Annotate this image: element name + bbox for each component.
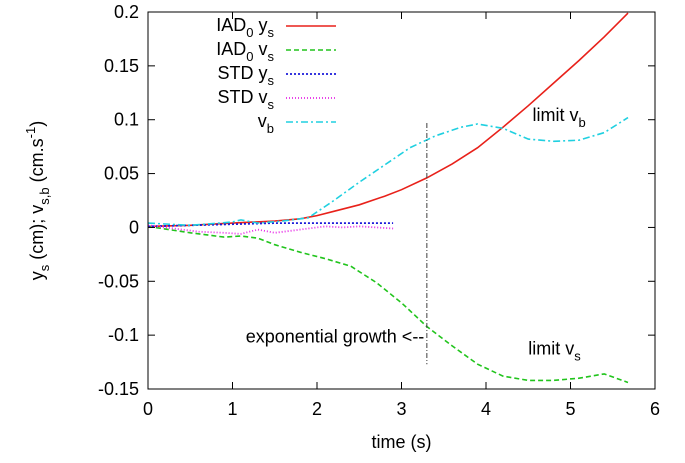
series-line (147, 225, 629, 384)
y-label-part4: ) (27, 121, 47, 127)
legend-entry: STD ys (217, 63, 336, 88)
legend-entry: vb (258, 111, 336, 136)
series-line (147, 116, 629, 227)
annotation-exp: exponential growth <-- (246, 327, 425, 347)
series-line (147, 12, 629, 228)
x-tick-label: 4 (481, 399, 491, 419)
y-label-part3: (cm.s (27, 138, 47, 187)
legend-label: STD vs (217, 87, 274, 112)
y-tick-label: 0.1 (114, 110, 139, 130)
y-tick-label: -0.05 (98, 271, 139, 291)
annotation-layer: exponential growth <-- limit vb limit vs (246, 105, 586, 364)
y-label-sub1: s (37, 264, 52, 271)
x-axis-label: time (s) (372, 432, 432, 452)
legend-label: IAD0 ys (216, 15, 274, 40)
tick-layer: 0 1 2 3 4 5 6 -0.15 -0.1 -0.05 0 0.05 0.1 0.15 0.2 (98, 2, 660, 419)
legend-entry: STD vs (217, 87, 336, 112)
y-label-sup: -1 (23, 127, 38, 139)
series-layer (147, 12, 629, 384)
x-tick-label: 0 (143, 399, 153, 419)
x-tick-label: 3 (396, 399, 406, 419)
x-tick-label: 6 (650, 399, 660, 419)
x-tick-label: 1 (227, 399, 237, 419)
series-line (147, 224, 394, 235)
y-tick-label: -0.15 (98, 379, 139, 399)
y-tick-label: 0.05 (104, 164, 139, 184)
annotation-vs: limit vs (528, 339, 581, 364)
y-label-sub2: s,b (37, 187, 52, 204)
y-tick-label: 0.15 (104, 56, 139, 76)
legend-label: IAD0 vs (216, 39, 274, 64)
x-tick-label: 5 (565, 399, 575, 419)
legend-label: STD ys (217, 63, 274, 88)
y-tick-label: 0.2 (114, 2, 139, 22)
y-tick-label: -0.1 (108, 325, 139, 345)
legend-label: vb (258, 111, 274, 136)
y-axis-label: ys (cm); vs,b (cm.s-1) (23, 121, 52, 280)
legend-entry: IAD0 ys (216, 15, 336, 40)
y-tick-label: 0 (129, 217, 139, 237)
x-tick-label: 2 (312, 399, 322, 419)
y-label-part2: (cm); v (27, 205, 47, 265)
y-label-part1: y (27, 271, 47, 280)
legend: IAD0 ys IAD0 vs STD ys STD vs vb (216, 15, 336, 136)
legend-entry: IAD0 vs (216, 39, 336, 64)
annotation-vb: limit vb (532, 105, 585, 130)
